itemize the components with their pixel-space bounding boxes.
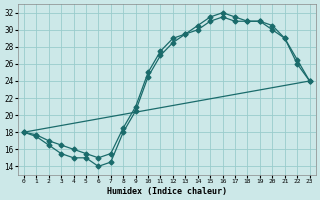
- X-axis label: Humidex (Indice chaleur): Humidex (Indice chaleur): [107, 187, 227, 196]
